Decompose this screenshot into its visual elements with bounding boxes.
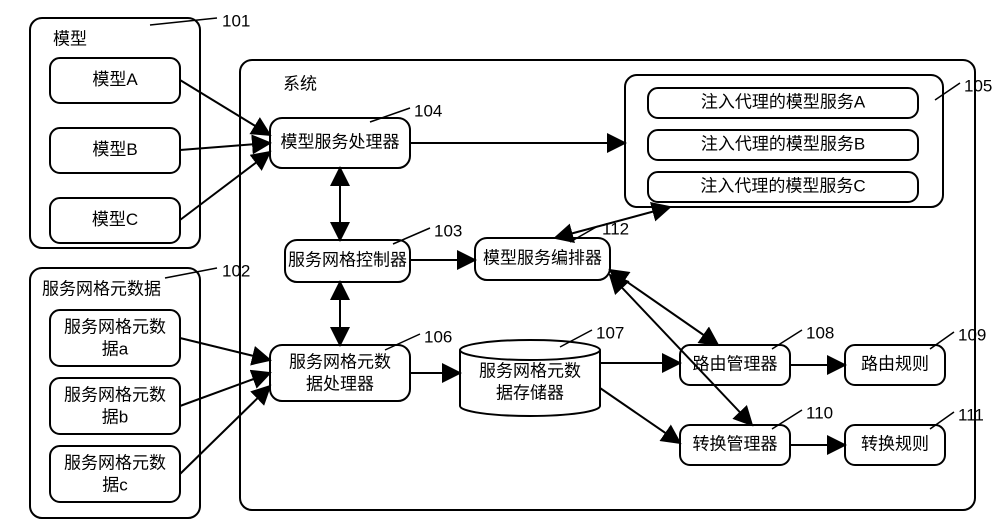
callout-103-leader: [393, 228, 430, 244]
model-b-to-processor: [180, 143, 270, 150]
svg-text:模型C: 模型C: [92, 210, 138, 229]
model-a-to-processor: [180, 80, 270, 135]
svg-text:模型A: 模型A: [92, 70, 138, 89]
service-mesh-controller: 服务网格控制器: [285, 240, 410, 282]
callout-111-leader: [930, 412, 954, 429]
callout-109: 109: [958, 325, 986, 344]
svg-text:系统: 系统: [283, 74, 317, 93]
transform-rules: 转换规则: [845, 425, 945, 465]
model-a: 模型A: [50, 58, 180, 103]
model-c: 模型C: [50, 198, 180, 243]
callout-107: 107: [596, 323, 624, 342]
callout-108-leader: [772, 330, 802, 349]
metadata-c: 服务网格元数据c: [50, 446, 180, 502]
svg-text:据a: 据a: [102, 339, 129, 358]
svg-text:路由管理器: 路由管理器: [693, 354, 778, 373]
svg-text:模型B: 模型B: [92, 140, 137, 159]
metadata-processor: 服务网格元数据处理器: [270, 345, 410, 401]
callout-109-leader: [930, 332, 954, 349]
svg-text:注入代理的模型服务B: 注入代理的模型服务B: [701, 134, 865, 153]
callout-102-leader: [165, 268, 217, 278]
metadata-b: 服务网格元数据b: [50, 378, 180, 434]
callout-104: 104: [414, 101, 442, 120]
svg-text:转换规则: 转换规则: [861, 434, 929, 453]
metadata-store: 服务网格元数据存储器: [460, 340, 600, 416]
callout-101-leader: [150, 18, 217, 25]
meta-c-to-metaproc: [180, 386, 270, 474]
svg-text:服务网格控制器: 服务网格控制器: [288, 250, 407, 269]
svg-text:据b: 据b: [102, 407, 128, 426]
callout-101: 101: [222, 11, 250, 30]
svg-text:模型: 模型: [53, 29, 87, 48]
model-c-to-processor: [180, 152, 270, 220]
svg-text:注入代理的模型服务C: 注入代理的模型服务C: [700, 176, 865, 195]
callout-110: 110: [806, 403, 833, 422]
injected-service-b: 注入代理的模型服务B: [648, 130, 918, 160]
model-service-processor: 模型服务处理器: [270, 118, 410, 168]
svg-text:服务网格元数: 服务网格元数: [64, 317, 166, 336]
svg-text:据存储器: 据存储器: [496, 383, 564, 402]
svg-text:服务网格元数据: 服务网格元数据: [42, 279, 161, 298]
callout-105-leader: [935, 83, 960, 100]
callout-112: 112: [602, 219, 629, 238]
injected-service-c: 注入代理的模型服务C: [648, 172, 918, 202]
orchestrator-to-routemgr: [610, 270, 718, 345]
callout-106: 106: [424, 327, 452, 346]
svg-text:模型服务处理器: 模型服务处理器: [281, 132, 400, 151]
transform-manager: 转换管理器: [680, 425, 790, 465]
callout-108: 108: [806, 323, 834, 342]
svg-text:服务网格元数: 服务网格元数: [64, 385, 166, 404]
callout-112-leader: [570, 226, 598, 242]
model-service-orchestrator: 模型服务编排器: [475, 238, 610, 280]
svg-text:路由规则: 路由规则: [861, 354, 929, 373]
store-to-transmgr: [600, 388, 680, 443]
callout-102: 102: [222, 261, 250, 280]
model-b: 模型B: [50, 128, 180, 173]
svg-text:据处理器: 据处理器: [306, 374, 374, 393]
svg-text:据c: 据c: [102, 475, 128, 494]
metadata-a: 服务网格元数据a: [50, 310, 180, 366]
callout-111: 111: [958, 405, 984, 424]
meta-b-to-metaproc: [180, 373, 270, 406]
meta-a-to-metaproc: [180, 338, 270, 360]
svg-text:注入代理的模型服务A: 注入代理的模型服务A: [701, 92, 866, 111]
callout-106-leader: [385, 334, 420, 350]
orchestrator-to-transmgr: [610, 275, 752, 425]
svg-text:服务网格元数: 服务网格元数: [289, 352, 391, 371]
svg-text:模型服务编排器: 模型服务编排器: [483, 248, 602, 267]
callout-110-leader: [772, 410, 802, 429]
svg-text:服务网格元数: 服务网格元数: [479, 361, 581, 380]
svg-text:转换管理器: 转换管理器: [693, 434, 778, 453]
callout-105: 105: [964, 76, 992, 95]
callout-103: 103: [434, 221, 462, 240]
svg-text:服务网格元数: 服务网格元数: [64, 453, 166, 472]
injected-service-a: 注入代理的模型服务A: [648, 88, 918, 118]
route-rules: 路由规则: [845, 345, 945, 385]
